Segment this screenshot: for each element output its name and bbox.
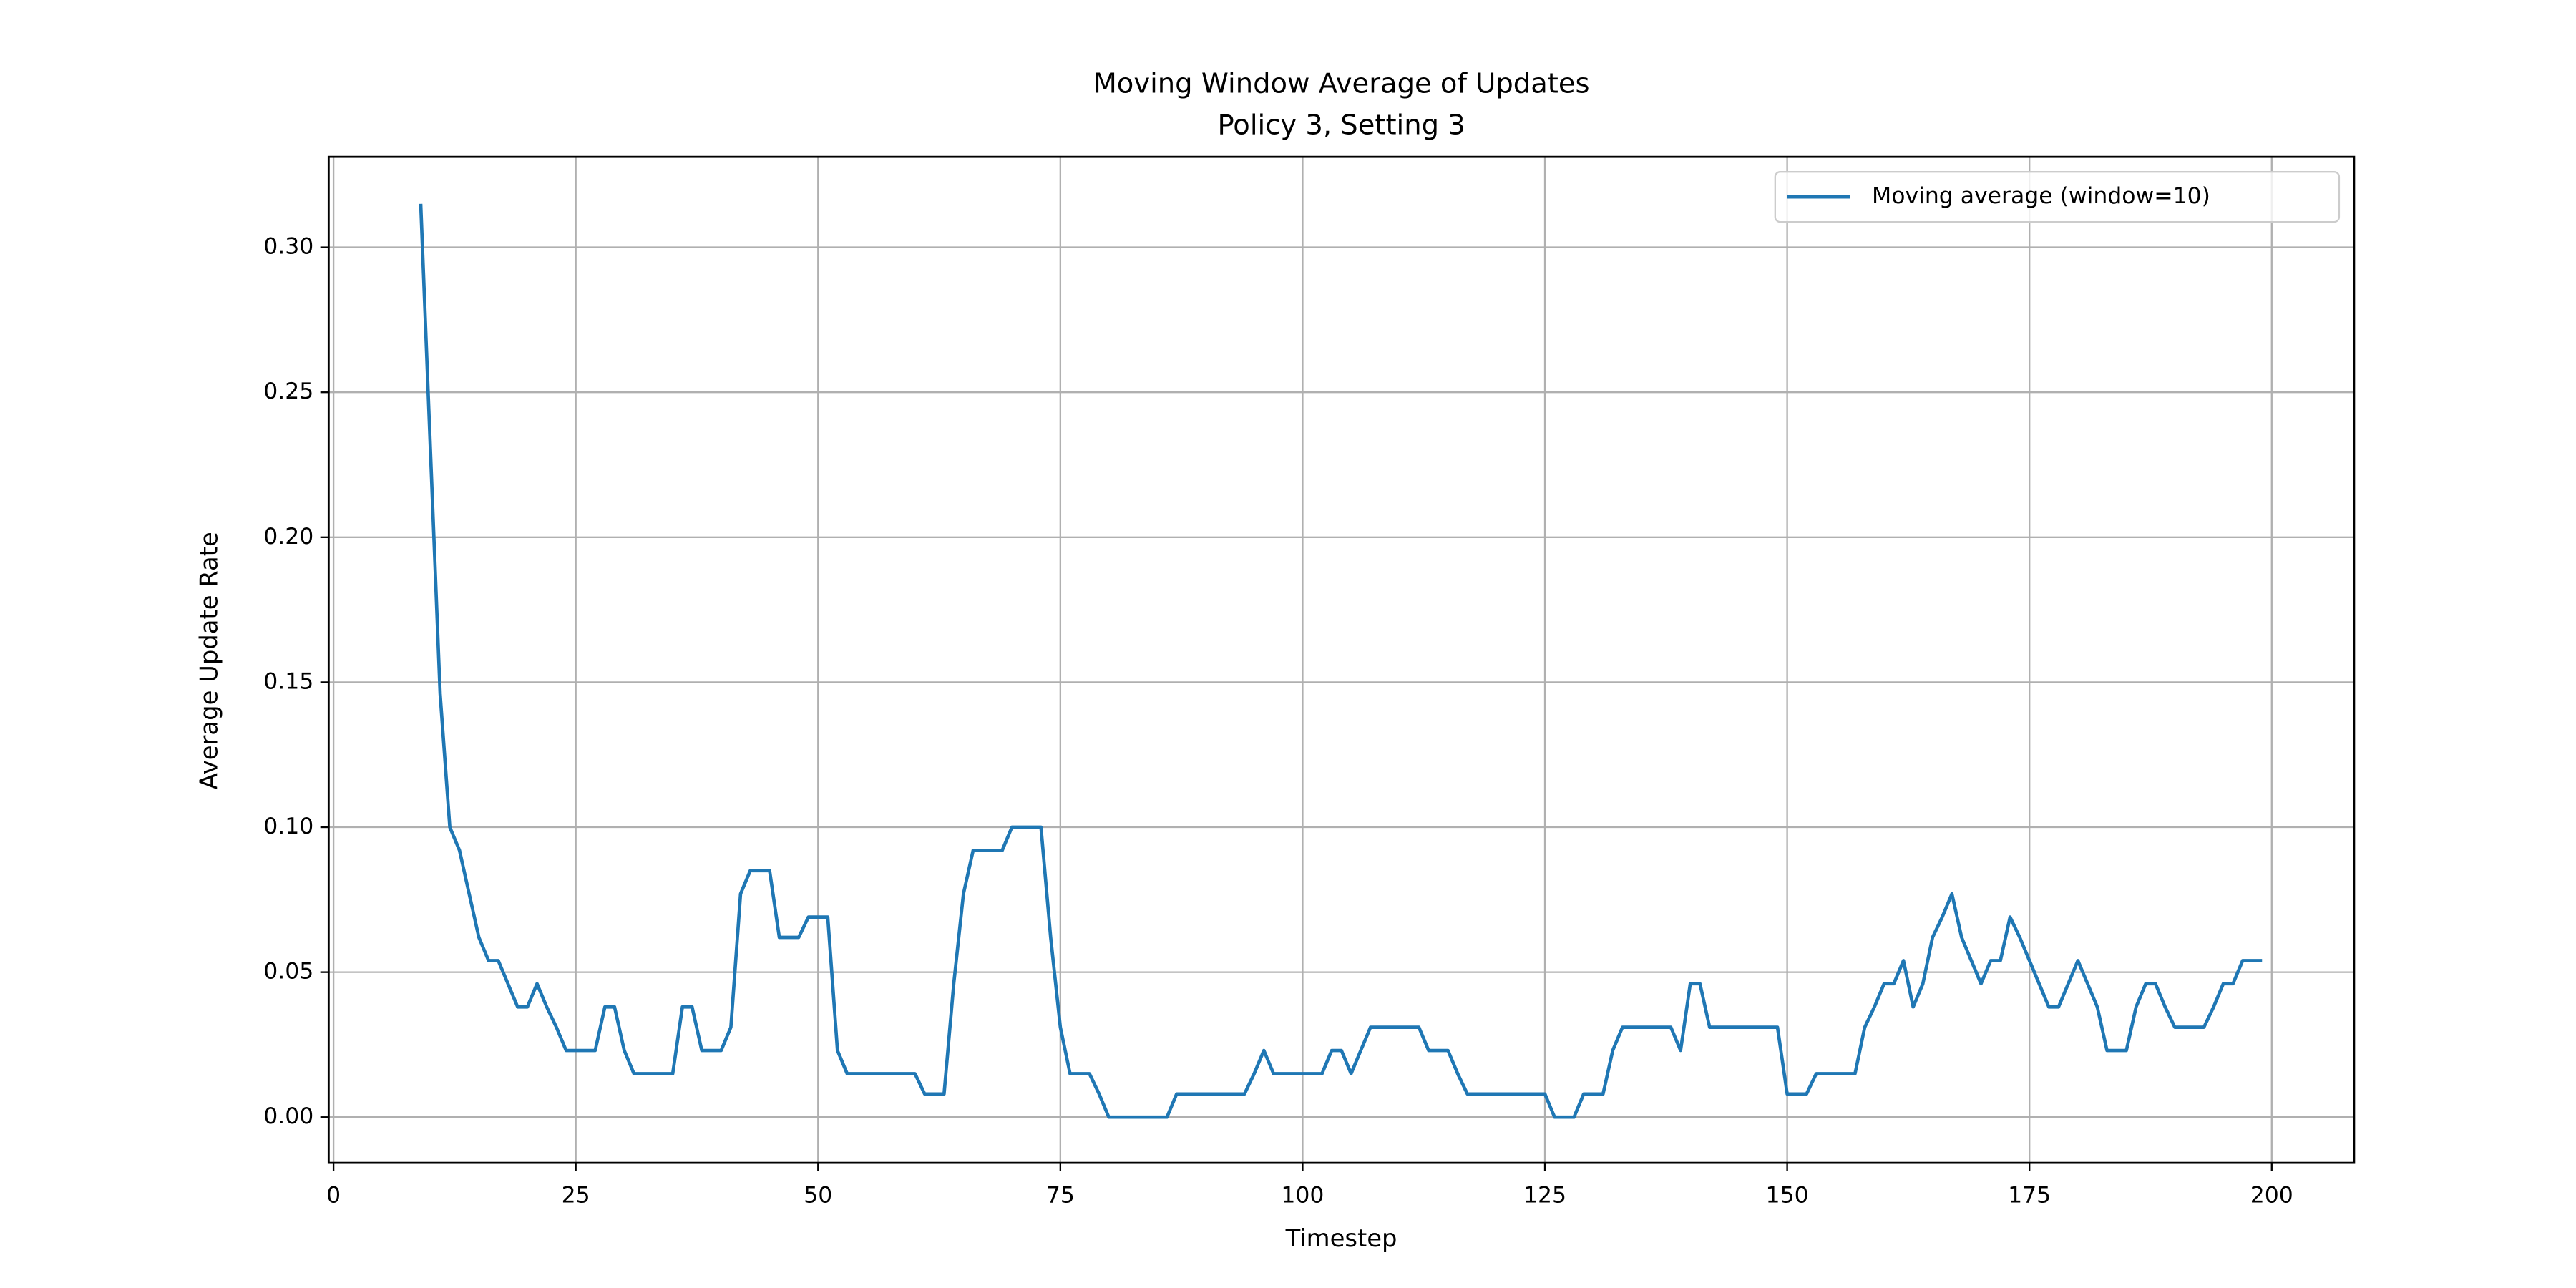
legend: Moving average (window=10) [1774, 170, 2341, 223]
y-axis-label: Average Update Rate [195, 532, 223, 789]
plot-frame [327, 155, 2356, 1164]
y-tick-label: 0.20 [263, 524, 313, 550]
chart-title: Moving Window Average of Updates [1093, 67, 1590, 99]
y-tick-label: 0.25 [263, 379, 313, 404]
y-tick-label: 0.15 [263, 668, 313, 694]
chart-subtitle: Policy 3, Setting 3 [1217, 109, 1465, 142]
x-tick-label: 125 [1523, 1183, 1566, 1209]
data-line [419, 203, 2263, 1119]
x-tick-label: 50 [804, 1183, 832, 1209]
x-tick-label: 150 [1766, 1183, 1809, 1209]
legend-box [1774, 170, 2341, 223]
x-tick-label: 25 [562, 1183, 590, 1209]
x-tick-label: 175 [2008, 1183, 2051, 1209]
x-tick-label: 100 [1281, 1183, 1324, 1209]
x-tick-label: 200 [2250, 1183, 2293, 1209]
y-tick-label: 0.05 [263, 959, 313, 985]
x-axis-label: Timestep [1285, 1224, 1397, 1252]
legend-label: Moving average (window=10) [1872, 183, 2210, 209]
x-tick-label: 0 [326, 1183, 341, 1209]
y-tick-label: 0.00 [263, 1103, 313, 1129]
grid-layer: 0 25 50 75 100 125 150 175 200 0.00 0.05 0.10 0.15 0.… [263, 157, 2354, 1209]
y-tick-label: 0.10 [263, 814, 313, 839]
y-tick-label: 0.30 [263, 234, 313, 260]
x-tick-label: 75 [1046, 1183, 1075, 1209]
plot-layer [419, 203, 2263, 1119]
